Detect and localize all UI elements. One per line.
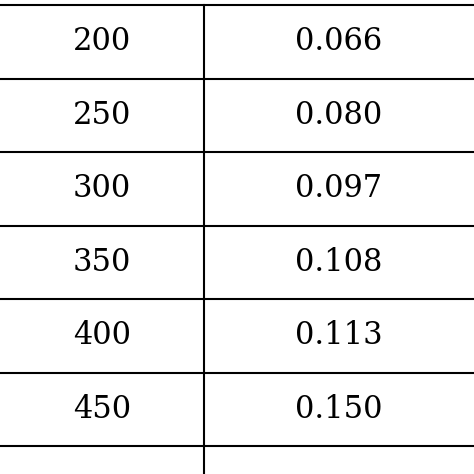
Text: 450: 450 (73, 394, 131, 425)
Text: 0.113: 0.113 (295, 320, 383, 351)
Text: 0.097: 0.097 (295, 173, 383, 204)
Text: 400: 400 (73, 320, 131, 351)
Text: 0.080: 0.080 (295, 100, 383, 131)
Text: 0.150: 0.150 (295, 394, 383, 425)
Text: 350: 350 (73, 247, 131, 278)
Text: 300: 300 (73, 173, 131, 204)
Text: 250: 250 (73, 100, 131, 131)
Text: 0.108: 0.108 (295, 247, 383, 278)
Text: 200: 200 (73, 26, 131, 57)
Text: 0.066: 0.066 (295, 26, 383, 57)
